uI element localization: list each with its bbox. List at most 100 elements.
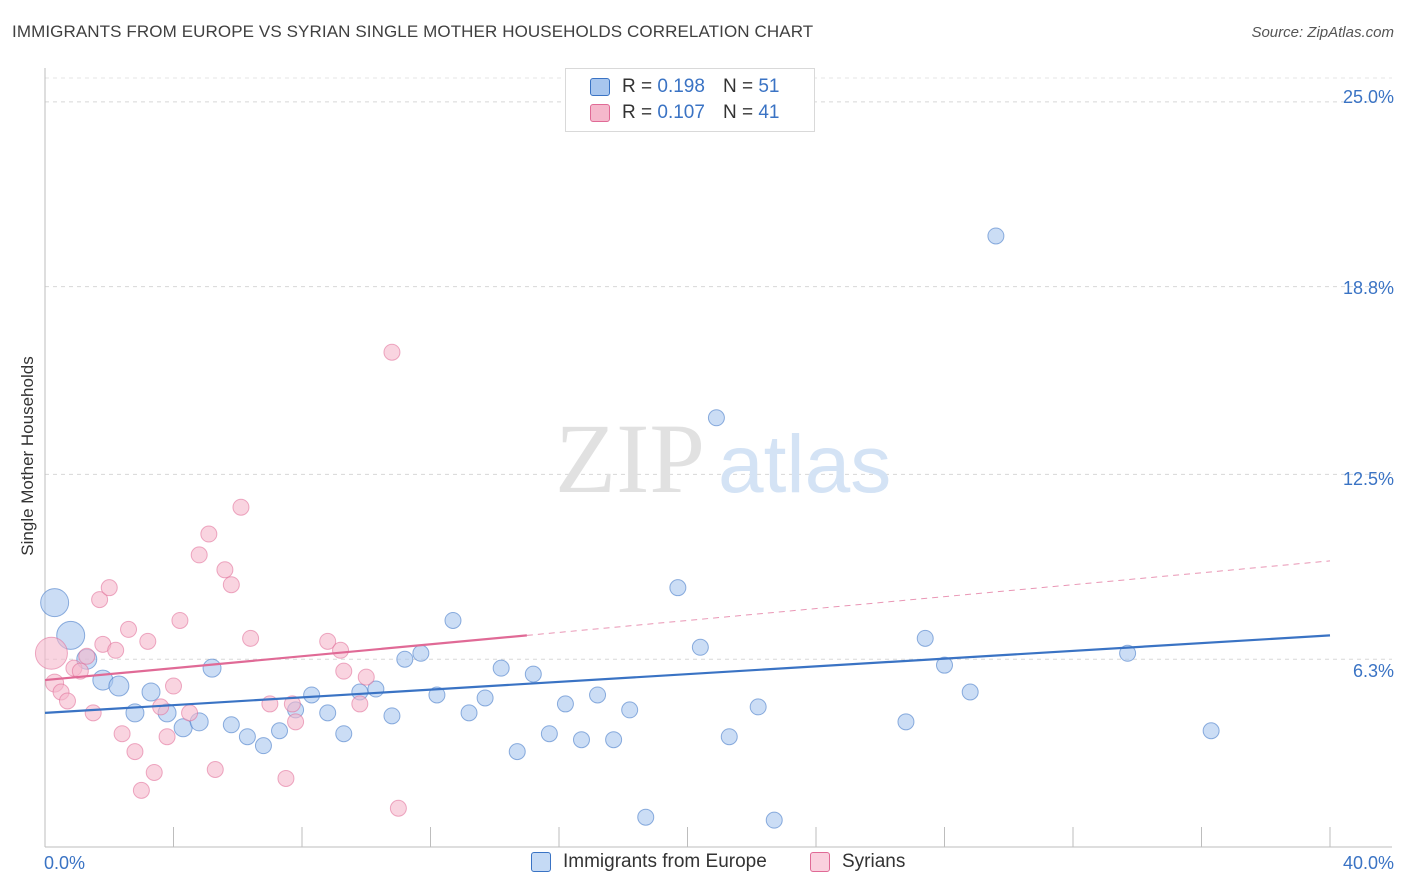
legend-r-label: R =: [622, 102, 653, 123]
watermark: ZIP atlas: [555, 403, 891, 514]
europe-point: [572, 731, 590, 749]
europe-point: [141, 682, 161, 702]
syrians-point: [283, 695, 301, 713]
legend-swatch-syrians: [590, 104, 610, 122]
legend-n-value: 51: [758, 76, 780, 97]
europe-point: [428, 686, 446, 704]
europe-point: [916, 629, 934, 647]
syrians-point: [120, 620, 138, 638]
x-tick-label-max: 40.0%: [1342, 853, 1394, 873]
syrians-point: [107, 641, 125, 659]
legend-row-syrians: R = 0.107 N = 41: [590, 101, 779, 125]
legend-label-syrians: Syrians: [842, 851, 906, 872]
europe-point: [396, 650, 414, 668]
europe-point: [691, 638, 709, 656]
europe-point: [605, 731, 623, 749]
legend-n-label: N =: [722, 102, 754, 123]
syrians-point: [78, 647, 96, 665]
europe-point: [319, 704, 337, 722]
europe-point: [669, 579, 687, 597]
syrians-point: [145, 763, 163, 781]
trend-lines: [44, 560, 1331, 714]
syrians-point: [216, 561, 234, 579]
syrians-point: [181, 704, 199, 722]
syrians-point: [357, 668, 375, 686]
syrians-trend-extension: [526, 560, 1331, 636]
syrians-point: [351, 695, 369, 713]
watermark-zip: ZIP: [555, 403, 705, 514]
europe-point: [897, 713, 915, 731]
syrians-point: [332, 641, 350, 659]
europe-trend-line: [44, 634, 1331, 714]
syrians-point: [222, 576, 240, 594]
legend-item-europe[interactable]: Immigrants from Europe: [531, 851, 767, 873]
legend-swatch-europe: [531, 852, 551, 872]
x-tick-label-min: 0.0%: [44, 853, 86, 873]
legend-r-value: 0.107: [657, 102, 705, 123]
europe-point: [492, 659, 510, 677]
europe-point: [1119, 644, 1137, 662]
europe-point: [476, 689, 494, 707]
europe-point: [707, 409, 725, 427]
syrians-point: [91, 591, 109, 609]
legend-label-europe: Immigrants from Europe: [563, 851, 767, 872]
europe-point: [936, 656, 953, 674]
legend-swatch-syrians: [810, 852, 830, 872]
syrians-point: [200, 525, 218, 543]
europe-point: [589, 686, 607, 704]
europe-point: [621, 701, 639, 719]
europe-point: [383, 707, 401, 725]
syrians-point: [158, 728, 176, 746]
europe-point: [540, 725, 558, 743]
syrians-point: [242, 629, 260, 647]
syrians-point: [232, 498, 250, 516]
europe-point: [444, 611, 462, 629]
syrians-point: [287, 713, 305, 731]
correlation-legend: R = 0.198 N = 51 R = 0.107 N = 41: [565, 68, 815, 132]
y-axis-label: Single Mother Households: [18, 356, 37, 556]
syrians-point: [171, 611, 189, 629]
syrians-point: [113, 725, 131, 743]
legend-r-value: 0.198: [657, 76, 705, 97]
syrians-point: [277, 769, 295, 787]
axes: [44, 68, 1392, 848]
watermark-atlas: atlas: [718, 419, 891, 510]
europe-point: [271, 722, 289, 740]
europe-point: [40, 588, 70, 618]
syrians-point: [383, 343, 401, 361]
legend-r-label: R =: [622, 76, 653, 97]
legend-n-label: N =: [722, 76, 754, 97]
europe-point: [524, 665, 542, 683]
syrians-point: [71, 662, 89, 680]
europe-point: [987, 227, 1005, 245]
legend-row-europe: R = 0.198 N = 51: [590, 75, 779, 99]
y-tick-label: 25.0%: [1342, 87, 1394, 107]
series-syrians-points: [34, 343, 407, 817]
syrians-point: [335, 662, 353, 680]
y-tick-label: 6.3%: [1352, 661, 1394, 681]
syrians-point: [84, 704, 102, 722]
chart-title: IMMIGRANTS FROM EUROPE VS SYRIAN SINGLE …: [12, 22, 814, 41]
series-legend: Immigrants from Europe Syrians: [0, 851, 1406, 877]
europe-point: [749, 698, 767, 716]
syrians-point: [126, 743, 144, 761]
grid-lines: [45, 77, 1392, 660]
europe-point: [335, 725, 353, 743]
source-label: Source: ZipAtlas.com: [1251, 24, 1394, 41]
europe-point: [765, 811, 783, 829]
syrians-point: [165, 677, 182, 695]
syrians-point: [139, 632, 157, 650]
europe-point: [556, 695, 574, 713]
syrians-point: [319, 632, 337, 650]
syrians-point: [389, 799, 407, 817]
europe-point: [173, 718, 193, 738]
europe-point: [720, 728, 738, 746]
syrians-point: [34, 636, 68, 670]
legend-item-syrians[interactable]: Syrians: [810, 851, 905, 873]
syrians-point: [132, 781, 150, 799]
europe-point: [303, 686, 321, 704]
syrians-point: [206, 761, 224, 779]
europe-point: [254, 737, 272, 755]
europe-point: [412, 644, 430, 662]
